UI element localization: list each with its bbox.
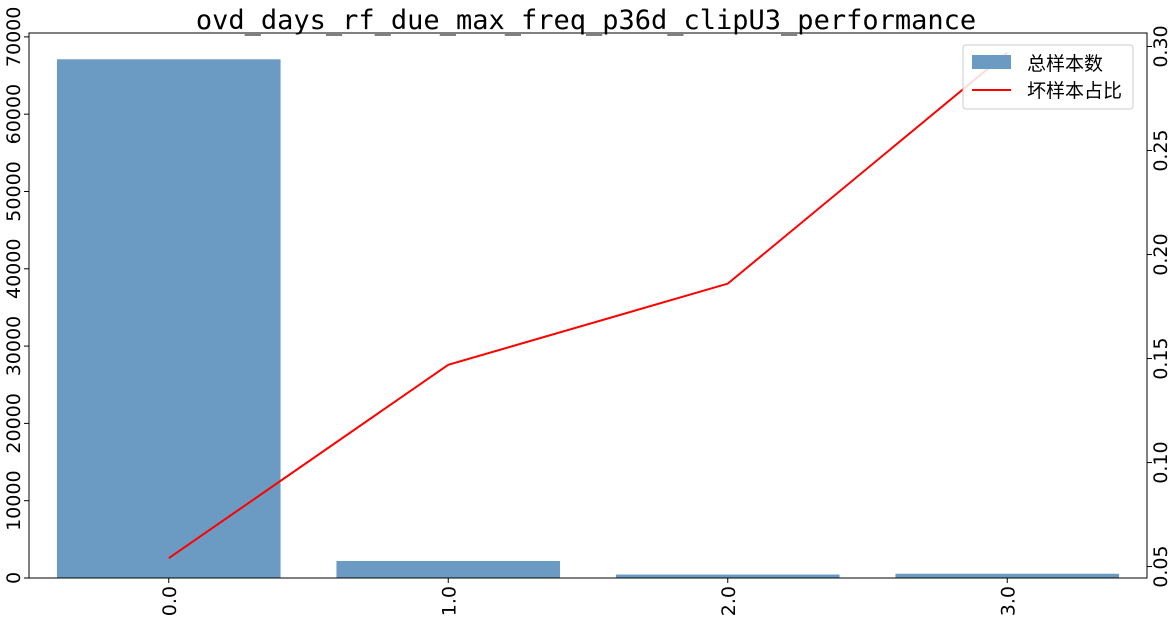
plot-frame bbox=[28, 32, 1148, 579]
left-tick-label: 30000 bbox=[3, 316, 25, 376]
left-tick-label: 10000 bbox=[3, 470, 25, 530]
x-tick-label: 3.0 bbox=[997, 586, 1019, 616]
bar bbox=[336, 560, 561, 578]
x-tick-label: 1.0 bbox=[438, 586, 460, 616]
left-tick-label: 0 bbox=[3, 572, 25, 584]
bar bbox=[895, 573, 1120, 578]
legend-label-bar: 总样本数 bbox=[1027, 53, 1103, 75]
bar-series bbox=[56, 59, 1120, 578]
bar bbox=[56, 59, 281, 578]
x-axis: 0.0 1.0 2.0 3.0 bbox=[159, 578, 1019, 616]
left-tick-label: 20000 bbox=[3, 393, 25, 453]
left-tick-label: 70000 bbox=[3, 7, 25, 67]
ratio-line bbox=[168, 51, 1008, 560]
right-tick-label: 0.10 bbox=[1150, 441, 1172, 483]
right-tick-label: 0.15 bbox=[1150, 337, 1172, 379]
right-tick-label: 0.05 bbox=[1150, 545, 1172, 587]
legend-swatch-bar bbox=[972, 55, 1011, 69]
legend-label-line: 坏样本占比 bbox=[1027, 80, 1122, 102]
chart-title: ovd_days_rf_due_max_freq_p36d_clipU3_per… bbox=[196, 5, 976, 36]
x-tick-label: 0.0 bbox=[159, 586, 181, 616]
left-tick-label: 40000 bbox=[3, 239, 25, 299]
line-series bbox=[168, 51, 1008, 560]
right-tick-label: 0.30 bbox=[1150, 25, 1172, 67]
legend: 总样本数 坏样本占比 bbox=[962, 44, 1134, 110]
right-tick-label: 0.20 bbox=[1150, 233, 1172, 275]
x-tick-label: 2.0 bbox=[718, 586, 740, 616]
left-tick-label: 50000 bbox=[3, 161, 25, 221]
bar bbox=[615, 574, 840, 578]
right-y-axis: 0.05 0.10 0.15 0.20 0.25 0.30 bbox=[1147, 25, 1172, 588]
right-tick-label: 0.25 bbox=[1150, 129, 1172, 171]
left-y-axis: 0 10000 20000 30000 40000 50000 60000 70000 bbox=[3, 7, 29, 584]
left-tick-label: 60000 bbox=[3, 84, 25, 144]
